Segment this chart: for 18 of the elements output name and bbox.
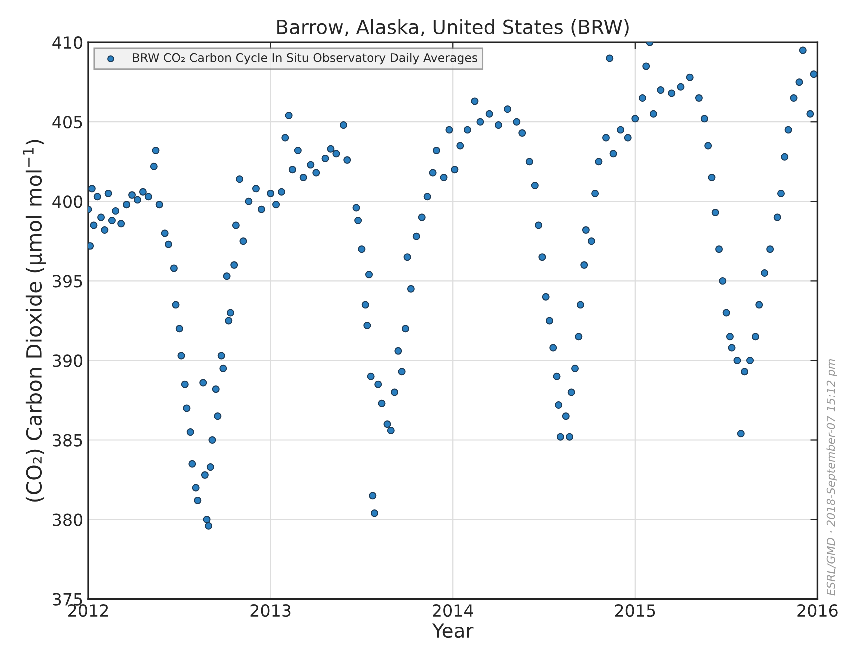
x-tick-label: 2012: [68, 604, 108, 618]
y-tick-label: 405: [52, 116, 82, 129]
y-axis-title: (CO₂) Carbon Dioxide (μmol mol$^{−1}$): [23, 140, 46, 502]
y-tick-label: 385: [53, 434, 82, 447]
chart-title: Barrow, Alaska, United States (BRW): [278, 19, 629, 37]
x-axis-title: Year: [432, 624, 474, 638]
y-tick-label: 390: [53, 354, 83, 368]
y-tick-label: 400: [52, 196, 83, 208]
legend-label: BRW CO₂ Carbon Cycle In Situ Observatory Daily Averages: [133, 53, 478, 65]
x-tick-label: 2013: [250, 604, 291, 618]
x-tick-label: 2015: [615, 604, 656, 618]
y-tick-label: 375: [53, 593, 82, 606]
x-tick-label: 2016: [798, 604, 838, 618]
y-tick-label: 410: [52, 36, 83, 50]
x-tick-label: 2014: [433, 604, 474, 618]
y-tick-label: 380: [53, 514, 83, 526]
text: ESRL/GMD · 2018-September-07 15:12 pm: [826, 360, 838, 596]
y-tick-label: 395: [53, 275, 82, 288]
